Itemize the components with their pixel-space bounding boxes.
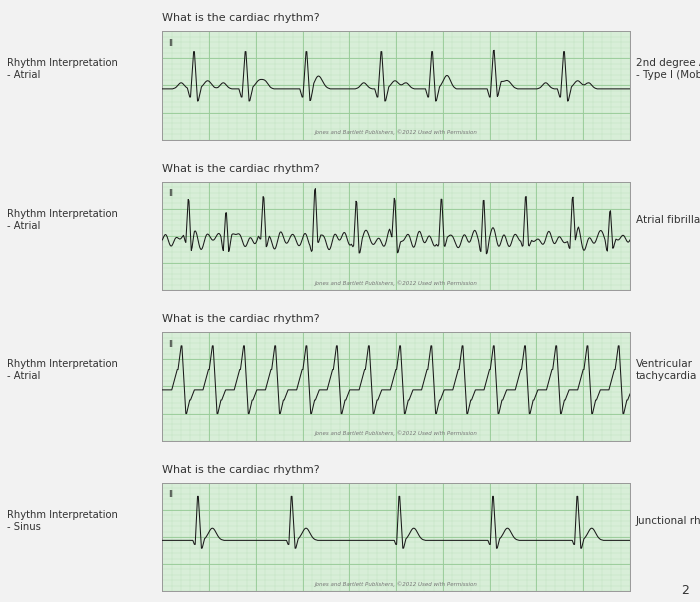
- Text: Jones and Bartlett Publishers, ©2012 Used with Permission: Jones and Bartlett Publishers, ©2012 Use…: [315, 581, 477, 587]
- Text: II: II: [168, 39, 173, 48]
- Text: Rhythm Interpretation
- Atrial: Rhythm Interpretation - Atrial: [7, 359, 118, 381]
- Text: 2nd degree AV block
- Type I (Mobitz I): 2nd degree AV block - Type I (Mobitz I): [636, 58, 700, 80]
- Text: Atrial fibrillation: Atrial fibrillation: [636, 215, 700, 225]
- Text: Junctional rhythm: Junctional rhythm: [636, 516, 700, 526]
- Text: What is the cardiac rhythm?: What is the cardiac rhythm?: [162, 465, 320, 475]
- Text: II: II: [168, 491, 173, 500]
- Text: Ventricular
tachycardia: Ventricular tachycardia: [636, 359, 697, 381]
- Text: What is the cardiac rhythm?: What is the cardiac rhythm?: [162, 13, 320, 23]
- Text: Jones and Bartlett Publishers, ©2012 Used with Permission: Jones and Bartlett Publishers, ©2012 Use…: [315, 280, 477, 286]
- Text: II: II: [168, 190, 173, 199]
- Text: Rhythm Interpretation
- Atrial: Rhythm Interpretation - Atrial: [7, 209, 118, 231]
- Text: What is the cardiac rhythm?: What is the cardiac rhythm?: [162, 164, 320, 174]
- Text: Jones and Bartlett Publishers, ©2012 Used with Permission: Jones and Bartlett Publishers, ©2012 Use…: [315, 129, 477, 135]
- Text: What is the cardiac rhythm?: What is the cardiac rhythm?: [162, 314, 320, 324]
- Text: Rhythm Interpretation
- Sinus: Rhythm Interpretation - Sinus: [7, 510, 118, 532]
- Text: II: II: [168, 340, 173, 349]
- Text: 2: 2: [682, 584, 690, 597]
- Text: Rhythm Interpretation
- Atrial: Rhythm Interpretation - Atrial: [7, 58, 118, 80]
- Text: Jones and Bartlett Publishers, ©2012 Used with Permission: Jones and Bartlett Publishers, ©2012 Use…: [315, 430, 477, 436]
